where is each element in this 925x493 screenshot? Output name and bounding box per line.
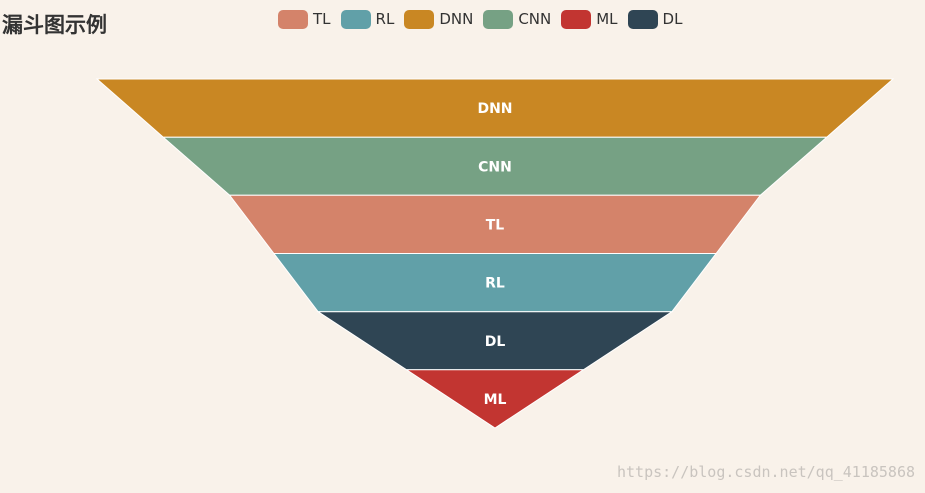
funnel-segment-ml[interactable] (404, 369, 586, 429)
funnel-label-dnn: DNN (477, 101, 512, 117)
legend-item-dnn[interactable]: DNN (404, 9, 474, 29)
legend-item-cnn[interactable]: CNN (483, 9, 552, 29)
chart-legend: TL RL DNN CNN ML DL (278, 8, 692, 30)
legend-swatch (278, 9, 308, 29)
funnel-label-tl: TL (486, 217, 505, 233)
legend-swatch (340, 9, 371, 29)
legend-item-tl[interactable]: TL (278, 9, 331, 29)
legend-label: DNN (439, 9, 474, 28)
funnel-label-ml: ML (484, 392, 507, 408)
legend-label: TL (313, 9, 331, 28)
legend-item-ml[interactable]: ML (561, 9, 618, 29)
watermark-text: https://blog.csdn.net/qq_41185868 (616, 463, 915, 481)
legend-item-rl[interactable]: RL (340, 9, 395, 29)
legend-swatch (627, 9, 658, 29)
legend-label: RL (375, 9, 395, 28)
chart-title: 漏斗图示例 (2, 13, 107, 37)
legend-label: DL (662, 9, 683, 28)
legend-label: ML (596, 9, 618, 28)
legend-swatch (404, 9, 435, 29)
legend-swatch (561, 9, 592, 29)
funnel-label-cnn: CNN (478, 159, 512, 175)
legend-swatch (483, 9, 514, 29)
legend-item-dl[interactable]: DL (627, 9, 683, 29)
funnel-label-rl: RL (485, 276, 505, 292)
legend-label: CNN (518, 9, 552, 28)
funnel-label-dl: DL (485, 334, 506, 350)
